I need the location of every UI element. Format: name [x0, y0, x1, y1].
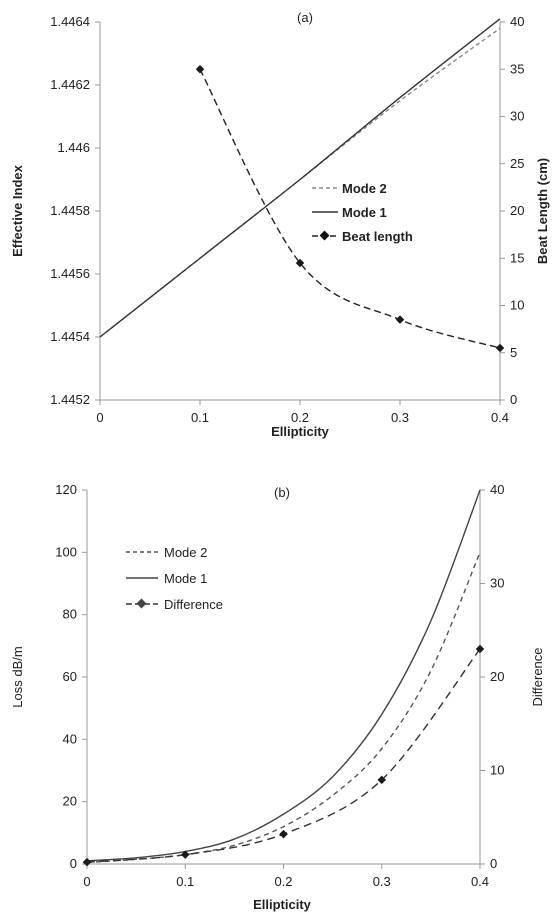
chart-a-y2-tick-label: 5	[510, 345, 517, 360]
chart-a-legend-marker-beat	[319, 230, 330, 241]
chart-b-series-difference-line	[86, 648, 481, 863]
chart-b-series-difference-point	[279, 829, 288, 839]
chart-a-series-mode-1-line	[99, 18, 501, 338]
chart-a-x-tick-label: 0.2	[291, 410, 309, 425]
chart-b-y-label: Loss dB/m	[10, 646, 25, 707]
chart-b-series-difference-point	[82, 857, 92, 867]
chart-a-y-tick-label: 1.4464	[50, 14, 90, 29]
chart-a-y2-tick-label: 15	[510, 250, 524, 265]
chart-b-y-tick-label: 20	[63, 794, 77, 809]
chart-a-y2-tick-label: 20	[510, 203, 524, 218]
chart-a-x-tick-label: 0.3	[391, 410, 409, 425]
chart-a-series-beat-length-point	[395, 315, 405, 324]
chart-a-x-tick-label: 0	[96, 410, 103, 425]
chart-b-y-ticks: 0 20 40 60 80 100 120	[55, 482, 87, 871]
chart-a-series-beat-length-point	[295, 258, 305, 268]
chart-a-y2-label: Beat Length (cm)	[535, 158, 550, 264]
chart-a-y-tick-label: 1.446	[57, 140, 90, 155]
chart-b-y2-tick-label: 10	[490, 763, 504, 778]
chart-a-y2-tick-label: 25	[510, 156, 524, 171]
chart-a-series-beat-length-point	[495, 343, 505, 353]
chart-b-y-tick-label: 120	[55, 482, 77, 497]
chart-b-panel-label: (b)	[274, 485, 290, 500]
chart-b-x-tick-label: 0.1	[176, 874, 194, 889]
chart-b-y2-tick-label: 0	[490, 856, 497, 871]
chart-b-y2-label: Difference	[530, 647, 545, 706]
chart-a-y2-tick-label: 30	[510, 109, 524, 124]
chart-a-legend-label-mode2: Mode 2	[342, 181, 387, 196]
chart-a-x-tick-label: 0.1	[191, 410, 209, 425]
chart-a-series-mode-2-line	[99, 27, 501, 338]
chart-b-x-tick-label: 0.4	[471, 874, 489, 889]
chart-b-legend-label-mode1: Mode 1	[164, 571, 207, 586]
chart-b-y2-tick-label: 30	[490, 576, 504, 591]
chart-a-y2-ticks: 0 5 10 15 20 25 30 35 40	[500, 14, 524, 407]
chart-a-series	[99, 18, 505, 353]
chart-b-y2-tick-label: 20	[490, 669, 504, 684]
chart-b-series-difference-point	[377, 775, 386, 785]
chart-a-y2-tick-label: 0	[510, 392, 517, 407]
chart-a-y2-tick-label: 40	[510, 14, 524, 29]
chart-b: (b) 0 0.1 0.2 0.3 0.4 0 20 40 60 80 100 120 0 10 20 3…	[10, 482, 545, 912]
chart-a-y-tick-label: 1.4456	[50, 266, 90, 281]
chart-a-y-ticks: 1.4452 1.4454 1.4456 1.4458 1.446 1.4462 1.446…	[50, 14, 100, 407]
chart-b-y2-tick-label: 40	[490, 482, 504, 497]
chart-b-y-tick-label: 80	[63, 607, 77, 622]
chart-b-legend-marker-difference	[136, 598, 147, 609]
chart-b-y2-ticks: 0 10 20 30 40	[480, 482, 504, 871]
chart-b-x-tick-label: 0	[83, 874, 90, 889]
chart-a-x-ticks: 0 0.1 0.2 0.3 0.4	[96, 400, 509, 425]
chart-b-series-mode-2-line	[86, 552, 481, 864]
chart-b-series-mode-1-line	[86, 489, 481, 862]
chart-b-y-tick-label: 0	[70, 856, 77, 871]
chart-a-y-label: Effective Index	[10, 164, 25, 257]
chart-b-y-tick-label: 40	[63, 731, 77, 746]
chart-b-y-tick-label: 60	[63, 669, 77, 684]
chart-a-panel-label: (a)	[297, 10, 313, 25]
chart-a-y-tick-label: 1.4452	[50, 392, 90, 407]
chart-b-legend-label-difference: Difference	[164, 597, 223, 612]
chart-a-legend: Mode 2 Mode 1 Beat length	[312, 181, 413, 244]
chart-a-series-beat-length-point	[195, 65, 205, 74]
chart-a-y2-tick-label: 10	[510, 298, 524, 313]
chart-b-x-ticks: 0 0.1 0.2 0.3 0.4	[83, 864, 489, 889]
chart-b-series-difference-point	[475, 644, 485, 654]
chart-a-legend-label-mode1: Mode 1	[342, 205, 387, 220]
chart-b-legend: Mode 2 Mode 1 Difference	[126, 545, 223, 612]
chart-a-x-tick-label: 0.4	[491, 410, 509, 425]
chart-b-x-label: Ellipticity	[253, 897, 312, 912]
chart-a-legend-label-beat: Beat length	[342, 229, 413, 244]
chart-a-y2-tick-label: 35	[510, 61, 524, 76]
chart-a-y-tick-label: 1.4462	[50, 77, 90, 92]
chart-a-y-tick-label: 1.4458	[50, 203, 90, 218]
chart-a: (a) 0 0.1 0.2 0.3 0.4 1.44521.44541.44561.44…	[10, 10, 550, 439]
chart-b-x-tick-label: 0.3	[373, 874, 391, 889]
chart-a-series-beat-length-line	[199, 68, 501, 349]
chart-b-x-tick-label: 0.2	[274, 874, 292, 889]
chart-a-y-tick-label: 1.4454	[50, 329, 90, 344]
chart-b-y-tick-label: 100	[55, 544, 77, 559]
chart-a-x-label: Ellipticity	[271, 424, 330, 439]
chart-b-series	[82, 489, 485, 867]
chart-b-legend-label-mode2: Mode 2	[164, 545, 207, 560]
